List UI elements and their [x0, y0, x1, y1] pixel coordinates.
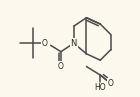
- Text: O: O: [58, 62, 64, 71]
- Text: HO: HO: [94, 83, 106, 92]
- Text: O: O: [41, 39, 47, 48]
- Text: N: N: [71, 39, 77, 48]
- Text: O: O: [108, 79, 114, 88]
